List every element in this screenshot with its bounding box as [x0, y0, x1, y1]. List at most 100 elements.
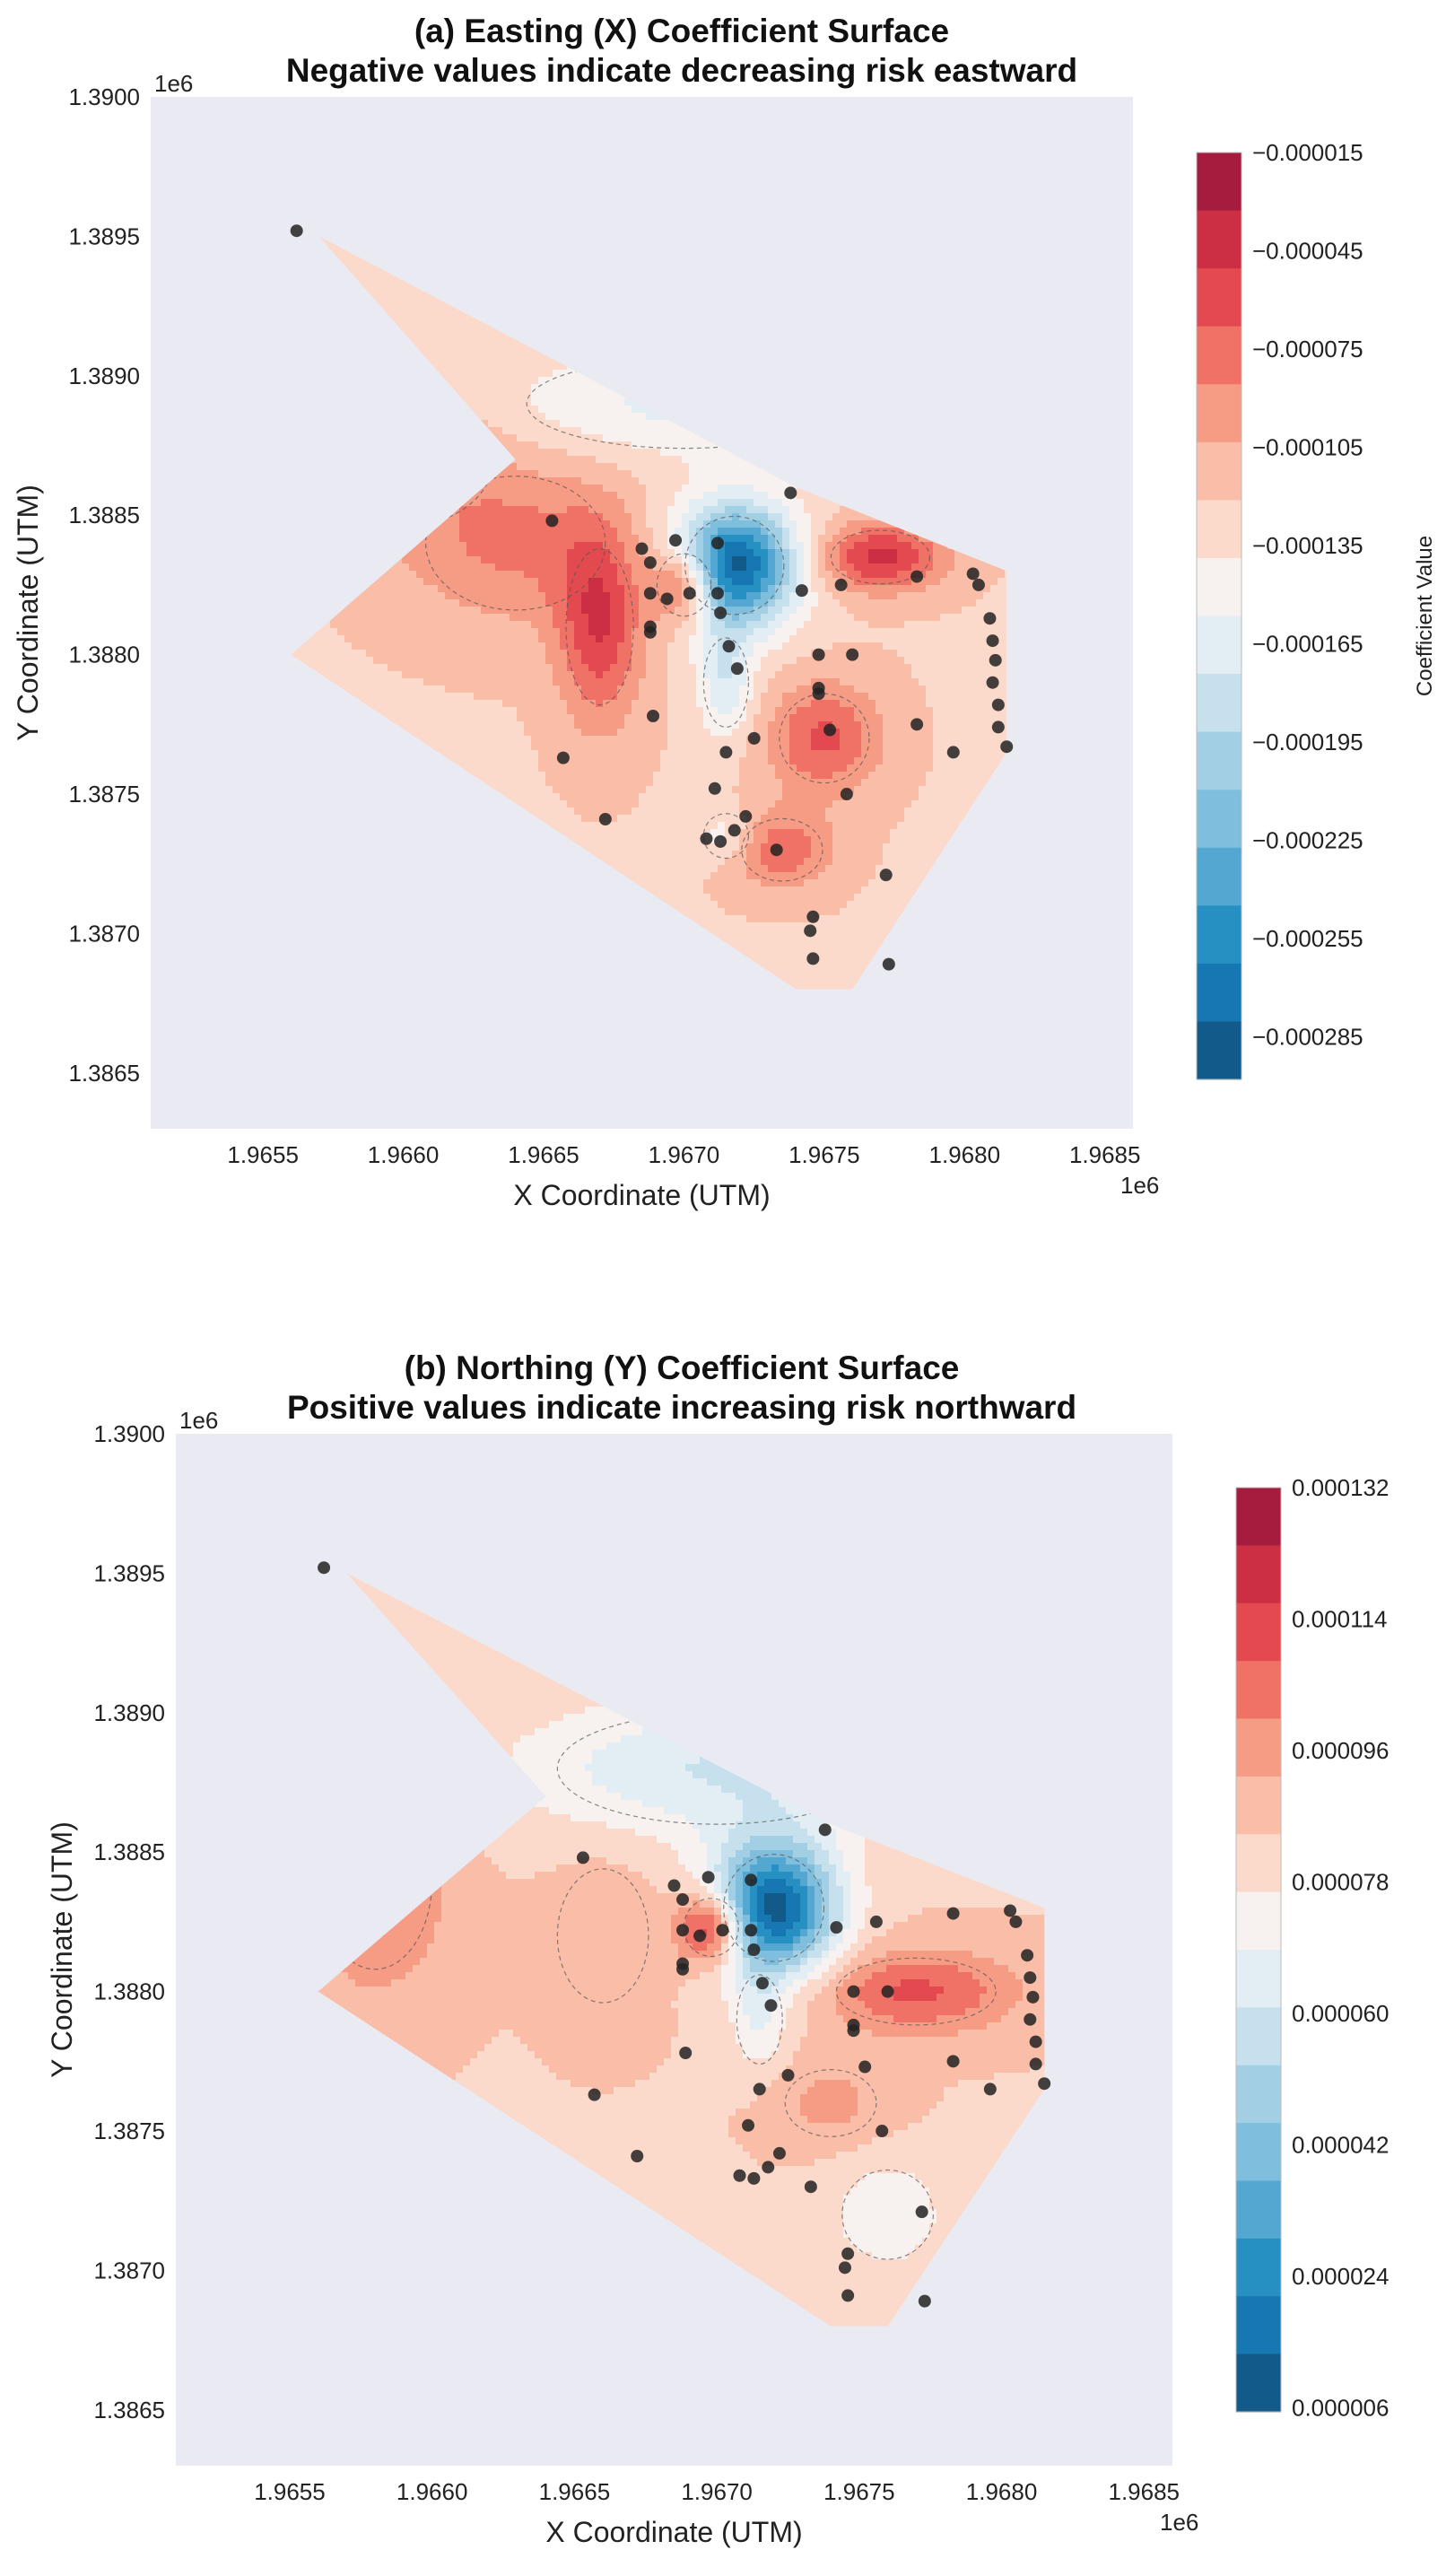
colorbar-segment [1197, 674, 1242, 732]
colorbar-tick-label: 0.000042 [1292, 2132, 1389, 2159]
observation-point [841, 788, 853, 800]
colorbar-segment [1197, 558, 1242, 616]
observation-point [684, 587, 696, 599]
observation-point [987, 634, 999, 647]
colorbar-tick-label: 0.000132 [1292, 1474, 1389, 1501]
y-tick-label: 1.3875 [93, 2118, 165, 2144]
observation-point [545, 514, 558, 527]
observation-point [747, 1943, 760, 1956]
chart-subtitle: Positive values indicate increasing risk… [0, 1389, 1364, 1427]
observation-point [599, 813, 612, 825]
observation-point [910, 718, 923, 730]
observation-point [806, 911, 819, 923]
chart-title: (b) Northing (Y) Coefficient Surface [0, 1349, 1364, 1387]
observation-point [588, 2089, 601, 2101]
y-tick-label: 1.3885 [68, 502, 140, 528]
observation-point [947, 746, 960, 758]
colorbar-label: Coefficient Value [1413, 536, 1437, 696]
colorbar-segment [1236, 1545, 1281, 1603]
y-tick-label: 1.3885 [93, 1838, 165, 1865]
observation-point [883, 958, 895, 971]
observation-point [1030, 2036, 1042, 2048]
observation-point [702, 1871, 715, 1883]
y-tick-label: 1.3880 [93, 1978, 165, 2005]
observation-point [983, 612, 996, 624]
colorbar-segment [1197, 732, 1242, 790]
observation-point [709, 782, 721, 795]
observation-point [835, 579, 848, 591]
colorbar-segment [1197, 268, 1242, 327]
colorbar-segment [1236, 1488, 1281, 1546]
colorbar-tick-label: −0.000285 [1252, 1024, 1364, 1051]
observation-point [989, 654, 1002, 667]
panel-a: (a) Easting (X) Coefficient Surface Nega… [0, 0, 1455, 1256]
observation-point [1038, 2077, 1050, 2090]
colorbar-tick-label: 0.000060 [1292, 2000, 1389, 2027]
colorbar-segment [1236, 1834, 1281, 1892]
observation-point [644, 556, 657, 569]
observation-point [919, 2295, 931, 2308]
observation-point [745, 1924, 757, 1936]
observation-point [847, 2024, 859, 2037]
colorbar-segment [1236, 2065, 1281, 2124]
colorbar-segment [1197, 964, 1242, 1022]
observation-point [987, 677, 999, 689]
observation-point [813, 687, 825, 700]
observation-point [870, 1916, 883, 1928]
colorbar-segment [1236, 2354, 1281, 2413]
colorbar-tick-label: 0.000006 [1292, 2395, 1389, 2422]
observation-point [318, 1561, 330, 1574]
observation-point [805, 2180, 817, 2193]
colorbar-segment [1236, 1892, 1281, 1951]
observation-point [806, 952, 819, 965]
colorbar-segment [1197, 153, 1242, 211]
observation-point [992, 720, 1005, 733]
observation-point [644, 587, 657, 599]
colorbar-segment [1197, 327, 1242, 385]
observation-point [676, 1924, 689, 1936]
observation-point [1004, 1904, 1016, 1917]
chart-title: (a) Easting (X) Coefficient Surface [0, 13, 1364, 50]
observation-point [719, 746, 732, 758]
y-tick-label: 1.3890 [93, 1699, 165, 1726]
observation-point [728, 824, 741, 836]
colorbar-segment [1236, 2181, 1281, 2240]
x-tick-label: 1.9665 [539, 2478, 611, 2505]
y-tick-label: 1.3865 [93, 2397, 165, 2423]
observation-point [734, 2170, 746, 2182]
colorbar-segment [1236, 2296, 1281, 2354]
observation-point [714, 607, 727, 619]
observation-point [910, 571, 923, 583]
x-tick-label: 1.9680 [966, 2478, 1038, 2505]
colorbar-segment [1197, 500, 1242, 558]
observation-point [880, 869, 893, 881]
x-tick-label: 1.9680 [929, 1141, 1001, 1168]
colorbar-tick-label: −0.000135 [1252, 532, 1364, 559]
x-offset-label: 1e6 [1160, 2509, 1198, 2536]
observation-point [1009, 1916, 1022, 1928]
colorbar-segment [1197, 384, 1242, 442]
y-tick-label: 1.3870 [93, 2257, 165, 2283]
y-tick-label: 1.3880 [68, 642, 140, 668]
observation-point [711, 587, 724, 599]
observation-point [947, 1908, 960, 1920]
observation-point [819, 1823, 832, 1836]
observation-point [1024, 2013, 1036, 2026]
observation-point [577, 1851, 589, 1864]
y-tick-label: 1.3865 [68, 1060, 140, 1087]
observation-point [1024, 1971, 1036, 1984]
colorbar-tick-label: −0.000075 [1252, 336, 1364, 362]
colorbar-segment [1236, 1719, 1281, 1777]
observation-point [557, 752, 570, 764]
observation-point [841, 2289, 854, 2301]
observation-point [967, 567, 980, 580]
y-tick-label: 1.3870 [68, 920, 140, 947]
colorbar-segment [1236, 1603, 1281, 1662]
observation-point [984, 2083, 997, 2095]
observation-point [739, 810, 752, 823]
observation-point [858, 2061, 871, 2074]
colorbar-tick-label: −0.000105 [1252, 434, 1364, 461]
colorbar-segment [1197, 848, 1242, 906]
